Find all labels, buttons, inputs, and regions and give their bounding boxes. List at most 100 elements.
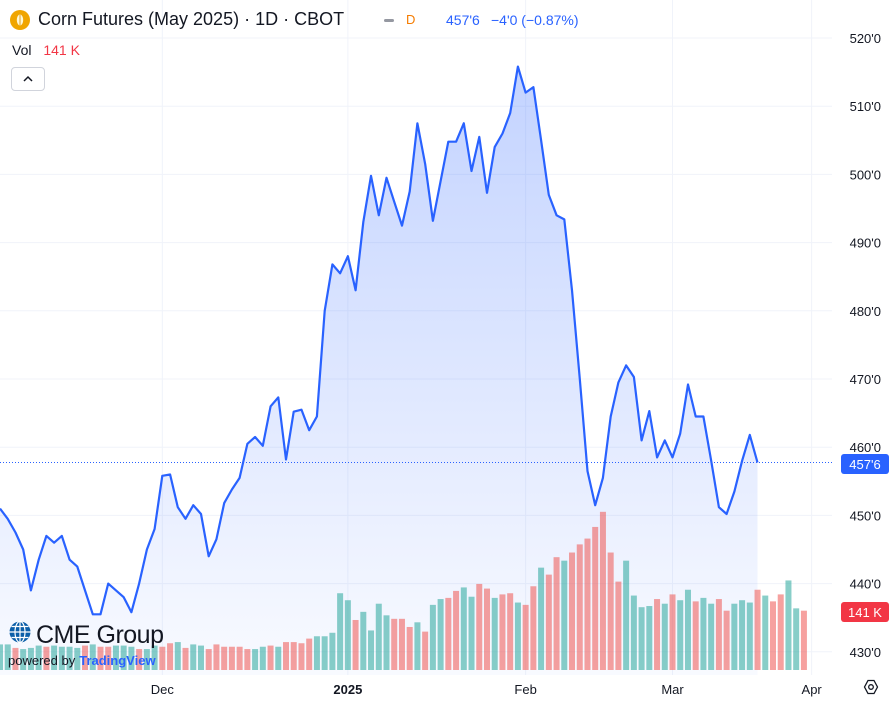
- price-line: [0, 65, 832, 616]
- volume-bar: [437, 599, 444, 670]
- volume-bar: [569, 552, 576, 670]
- volume-bar: [700, 597, 707, 670]
- volume-bar: [468, 596, 475, 670]
- volume-bar: [174, 642, 181, 670]
- volume-bar: [344, 600, 351, 670]
- volume-bar: [800, 610, 807, 670]
- volume-bar: [661, 603, 668, 670]
- volume-bar: [677, 600, 684, 670]
- volume-bar: [708, 603, 715, 670]
- volume-bar: [545, 574, 552, 670]
- volume-bar: [453, 590, 460, 670]
- volume-bar: [746, 602, 753, 670]
- volume-bar: [236, 646, 243, 670]
- volume-bar: [0, 644, 3, 670]
- volume-bar: [669, 594, 676, 670]
- volume-bar: [51, 645, 58, 670]
- volume-bar: [259, 646, 266, 670]
- volume-bars: [0, 511, 807, 670]
- chart-settings-button[interactable]: [862, 679, 880, 700]
- volume-bar: [190, 644, 197, 670]
- volume-bar: [414, 622, 421, 670]
- corn-symbol-icon[interactable]: [10, 10, 30, 30]
- volume-bar: [576, 544, 583, 670]
- volume-bar: [731, 603, 738, 670]
- volume-bar: [483, 588, 490, 670]
- price-tick-label: 500'0: [850, 167, 881, 182]
- volume-bar: [460, 587, 467, 670]
- volume-bar: [205, 649, 212, 670]
- time-scale[interactable]: Dec 2025 Feb Mar Apr: [151, 682, 823, 697]
- volume-bar: [82, 645, 89, 670]
- volume-bar: [499, 594, 506, 670]
- volume-bar: [398, 618, 405, 670]
- volume-bar: [723, 610, 730, 670]
- volume-bar: [228, 646, 235, 670]
- volume-bar: [352, 619, 359, 670]
- volume-bar: [762, 595, 769, 670]
- volume-bar: [298, 643, 305, 670]
- volume-bar: [553, 557, 560, 670]
- volume-bar: [538, 567, 545, 670]
- volume-bar: [522, 604, 529, 670]
- volume-bar: [615, 581, 622, 670]
- volume-bar: [43, 646, 50, 670]
- volume-bar: [313, 636, 320, 670]
- price-tick-label: 440'0: [850, 577, 881, 592]
- volume-bar: [58, 646, 65, 670]
- volume-bar: [638, 607, 645, 670]
- time-tick-label: Mar: [661, 682, 684, 697]
- powered-by-text: powered by: [8, 653, 76, 668]
- volume-bar: [20, 649, 27, 670]
- last-price: 457'6: [446, 12, 480, 28]
- volume-value: 141 K: [43, 42, 80, 58]
- volume-bar: [136, 649, 143, 670]
- volume-bar: [12, 647, 19, 670]
- volume-bar: [592, 526, 599, 670]
- volume-bar: [74, 647, 81, 670]
- volume-bar: [197, 645, 204, 670]
- volume-bar: [599, 511, 606, 670]
- volume-badge: 141 K: [841, 602, 889, 622]
- volume-bar: [360, 611, 367, 670]
- volume-bar: [607, 552, 614, 670]
- globe-icon: [8, 620, 32, 651]
- volume-bar: [159, 646, 166, 670]
- volume-bar: [35, 645, 42, 670]
- volume-bar: [112, 645, 119, 670]
- volume-bar: [476, 583, 483, 670]
- volume-bar: [368, 630, 375, 670]
- price-tick-label: 480'0: [850, 304, 881, 319]
- volume-bar: [329, 632, 336, 670]
- market-status-letter[interactable]: D: [406, 12, 416, 27]
- volume-bar: [406, 626, 413, 670]
- price-line-path: [0, 65, 759, 616]
- volume-bar: [754, 589, 761, 670]
- gear-icon: [863, 679, 879, 700]
- volume-bar: [143, 649, 150, 670]
- volume-bar: [290, 642, 297, 670]
- symbol-title[interactable]: Corn Futures (May 2025) · 1D · CBOT: [38, 9, 345, 29]
- tradingview-text: TradingView: [79, 653, 156, 668]
- volume-bar: [383, 615, 390, 670]
- time-tick-label: Feb: [514, 682, 536, 697]
- volume-bar: [252, 649, 259, 670]
- volume-bar: [422, 631, 429, 670]
- last-price-badge: 457'6: [841, 454, 889, 474]
- volume-bar: [445, 597, 452, 670]
- price-tick-label: 510'0: [850, 99, 881, 114]
- price-scale[interactable]: 520'0 510'0 500'0 490'0 480'0 470'0 460'0 450'0…: [850, 31, 881, 660]
- collapse-legend-button[interactable]: [11, 67, 45, 91]
- volume-bar: [167, 643, 174, 670]
- volume-bar: [491, 597, 498, 670]
- volume-bar: [213, 644, 220, 670]
- price-area-fill: [0, 66, 758, 676]
- price-tick-label: 520'0: [850, 31, 881, 46]
- price-tick-label: 460'0: [850, 440, 881, 455]
- volume-bar: [654, 599, 661, 670]
- volume-bar: [182, 647, 189, 670]
- volume-bar: [530, 586, 537, 670]
- volume-bar: [646, 606, 653, 670]
